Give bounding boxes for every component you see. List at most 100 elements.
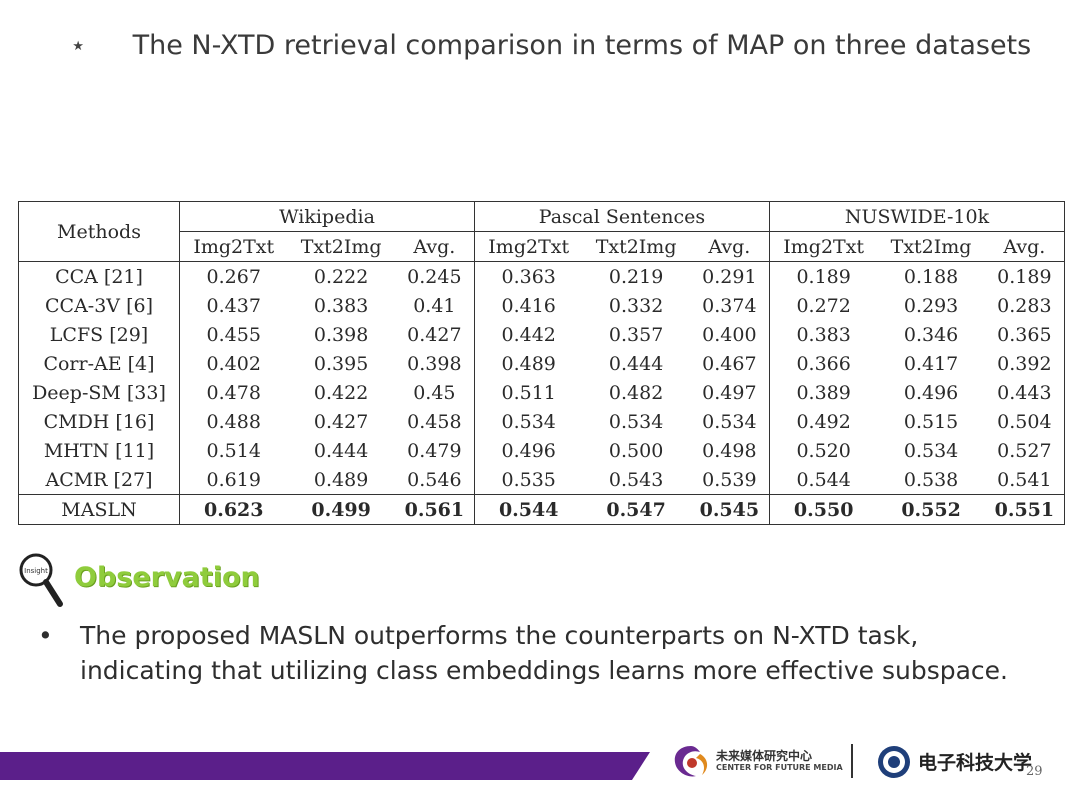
value-cell: 0.41 [413,294,456,317]
value-cell: 0.541 [997,468,1052,491]
value-cell: 0.443 [997,381,1052,404]
value-cell: 0.363 [473,261,583,291]
subcolumn-header: Img2Txt [768,231,878,262]
value-cell: 0.619 [179,465,288,495]
method-cell: MHTN [11] [43,439,155,462]
value-cell: 0.188 [903,265,959,288]
value-cell: 0.346 [903,323,959,346]
value-cell: 0.374 [702,294,757,317]
value-cell: 0.427 [313,410,369,433]
method-cell: ACMR [27] [45,468,153,491]
value-cell: 0.395 [313,352,369,375]
future-media-en: CENTER FOR FUTURE MEDIA [716,763,843,772]
value-cell: 0.520 [768,436,878,465]
value-cell: 0.538 [903,468,959,491]
value-cell: 0.417 [903,352,959,375]
value-cell: 0.416 [473,291,583,320]
value-cell: 0.492 [768,407,878,436]
value-cell: 0.398 [313,323,369,346]
subcolumn-header: Avg. [984,231,1065,262]
method-cell: CMDH [16] [43,410,155,433]
subcolumn-header: Avg. [689,231,770,262]
value-cell: 0.498 [702,439,757,462]
dataset-header-nuswide: NUSWIDE-10k [768,201,1065,232]
table-row: MHTN [11] 0.514 0.444 0.479 0.496 0.500 0.498 0… [19,436,1065,465]
logo-divider [851,744,853,778]
method-cell: CCA-3V [6] [45,294,153,317]
value-cell: 0.504 [997,410,1052,433]
value-cell: 0.535 [473,465,583,495]
value-cell: 0.544 [768,465,878,495]
value-cell: 0.458 [407,410,462,433]
value-cell: 0.511 [473,378,583,407]
table-row: CCA-3V [6] 0.437 0.383 0.41 0.416 0.332 0.374 0… [19,291,1065,320]
table-row: LCFS [29] 0.455 0.398 0.427 0.442 0.357 0.400 0… [19,320,1065,349]
value-cell: 0.534 [473,407,583,436]
value-cell: 0.402 [179,349,288,378]
table-row: ACMR [27] 0.619 0.489 0.546 0.535 0.543 0.539 0… [19,465,1065,495]
value-cell: 0.219 [608,265,664,288]
page-number: 29 [1026,764,1043,779]
future-media-mark-icon [674,746,708,777]
value-cell: 0.222 [313,265,369,288]
value-cell: 0.267 [179,261,288,291]
magnifier-icon: Insight [19,553,63,607]
table-row: CCA [21] 0.267 0.222 0.245 0.363 0.219 0.291 0.… [19,261,1065,291]
table-row: Corr-AE [4] 0.402 0.395 0.398 0.489 0.444 0.46… [19,349,1065,378]
method-cell: LCFS [29] [49,323,149,346]
star-bullet-icon: ⋆ [70,31,87,61]
value-cell: 0.400 [702,323,757,346]
value-cell: 0.545 [689,494,770,525]
subcolumn-header: Avg. [394,231,475,262]
value-cell: 0.561 [394,494,475,525]
value-cell: 0.539 [702,468,757,491]
value-cell: 0.444 [313,439,369,462]
value-cell: 0.496 [903,381,959,404]
table-row: Deep-SM [33] 0.478 0.422 0.45 0.511 0.482 0.49… [19,378,1065,407]
value-cell: 0.623 [179,494,288,525]
value-cell: 0.489 [313,468,369,491]
value-cell: 0.293 [903,294,959,317]
dataset-header-wikipedia: Wikipedia [179,201,475,232]
bullet-dot: • [38,621,53,650]
value-cell: 0.444 [608,352,664,375]
observation-label: Observation [74,562,260,593]
value-cell: 0.189 [768,261,878,291]
results-table: Methods Wikipedia Pascal Sentences NUSWI… [18,201,1065,525]
magnifier-text: Insight [24,567,48,575]
value-cell: 0.442 [473,320,583,349]
value-cell: 0.497 [702,381,757,404]
value-cell: 0.437 [179,291,288,320]
observation-text: The proposed MASLN outperforms the count… [80,621,1009,685]
value-cell: 0.366 [768,349,878,378]
uestc-name-cn: 电子科技大学 [918,752,1033,774]
value-cell: 0.500 [608,439,664,462]
slide-title: The N-XTD retrieval comparison in terms … [132,30,1032,61]
university-seal-icon [878,746,910,778]
future-media-cn: 未来媒体研究中心 [716,749,813,763]
value-cell: 0.534 [903,439,959,462]
value-cell: 0.365 [997,323,1052,346]
value-cell: 0.45 [413,381,456,404]
value-cell: 0.547 [582,494,690,525]
value-cell: 0.332 [608,294,664,317]
slide-title-row: ⋆ The N-XTD retrieval comparison in term… [70,30,1031,61]
value-cell: 0.488 [179,407,288,436]
value-cell: 0.543 [608,468,664,491]
value-cell: 0.467 [702,352,757,375]
value-cell: 0.499 [287,494,395,525]
value-cell: 0.527 [997,439,1052,462]
value-cell: 0.398 [407,352,462,375]
value-cell: 0.422 [313,381,369,404]
footer-accent-bar [0,752,650,780]
value-cell: 0.389 [768,378,878,407]
value-cell: 0.283 [997,294,1052,317]
subcolumn-header: Txt2Img [877,231,985,262]
dataset-header-pascal: Pascal Sentences [473,201,770,232]
subcolumn-header: Img2Txt [473,231,583,262]
value-cell: 0.551 [984,494,1065,525]
value-cell: 0.455 [179,320,288,349]
value-cell: 0.479 [407,439,462,462]
value-cell: 0.482 [608,381,664,404]
value-cell: 0.245 [407,265,462,288]
